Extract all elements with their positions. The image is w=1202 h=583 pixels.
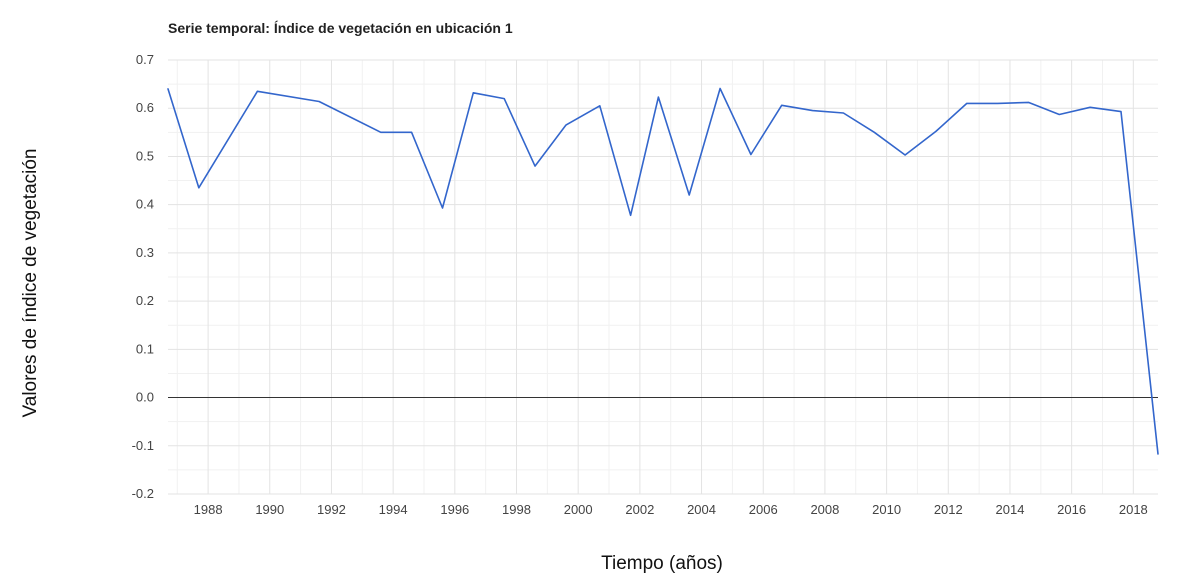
- x-axis-ticks: 1988 1990 1992 1994 1996 1998 2000 2002 2004 2006…: [194, 502, 1148, 517]
- x-tick-label: 1992: [317, 502, 346, 517]
- x-tick-label: 2002: [625, 502, 654, 517]
- y-tick-label: 0.0: [136, 390, 154, 405]
- y-tick-label: -0.1: [132, 438, 154, 453]
- x-tick-label: 2018: [1119, 502, 1148, 517]
- y-tick-label: 0.3: [136, 245, 154, 260]
- y-tick-label: -0.2: [132, 486, 154, 501]
- y-tick-label: 0.4: [136, 197, 154, 212]
- x-tick-label: 2016: [1057, 502, 1086, 517]
- x-tick-label: 2000: [564, 502, 593, 517]
- y-tick-label: 0.2: [136, 293, 154, 308]
- chart-title: Serie temporal: Índice de vegetación en …: [168, 20, 513, 36]
- series-layer: [167, 87, 1159, 455]
- major-gridlines: [168, 59, 1158, 495]
- y-axis-ticks: 0.7 0.6 0.5 0.4 0.3 0.2 0.1 0.0 -0.1 -0.2: [132, 52, 154, 501]
- series-line: [167, 87, 1159, 455]
- x-tick-label: 2008: [810, 502, 839, 517]
- y-tick-label: 0.1: [136, 341, 154, 356]
- x-tick-label: 1990: [255, 502, 284, 517]
- x-tick-label: 2014: [996, 502, 1025, 517]
- x-tick-label: 2004: [687, 502, 716, 517]
- x-axis-label: Tiempo (años): [601, 553, 723, 574]
- x-tick-label: 1998: [502, 502, 531, 517]
- x-tick-label: 2006: [749, 502, 778, 517]
- y-tick-label: 0.6: [136, 100, 154, 115]
- y-tick-label: 0.7: [136, 52, 154, 67]
- minor-gridlines: [168, 60, 1158, 494]
- x-tick-label: 2012: [934, 502, 963, 517]
- x-tick-label: 1996: [440, 502, 469, 517]
- y-tick-label: 0.5: [136, 148, 154, 163]
- x-tick-label: 1994: [379, 502, 408, 517]
- x-tick-label: 1988: [194, 502, 223, 517]
- x-tick-label: 2010: [872, 502, 901, 517]
